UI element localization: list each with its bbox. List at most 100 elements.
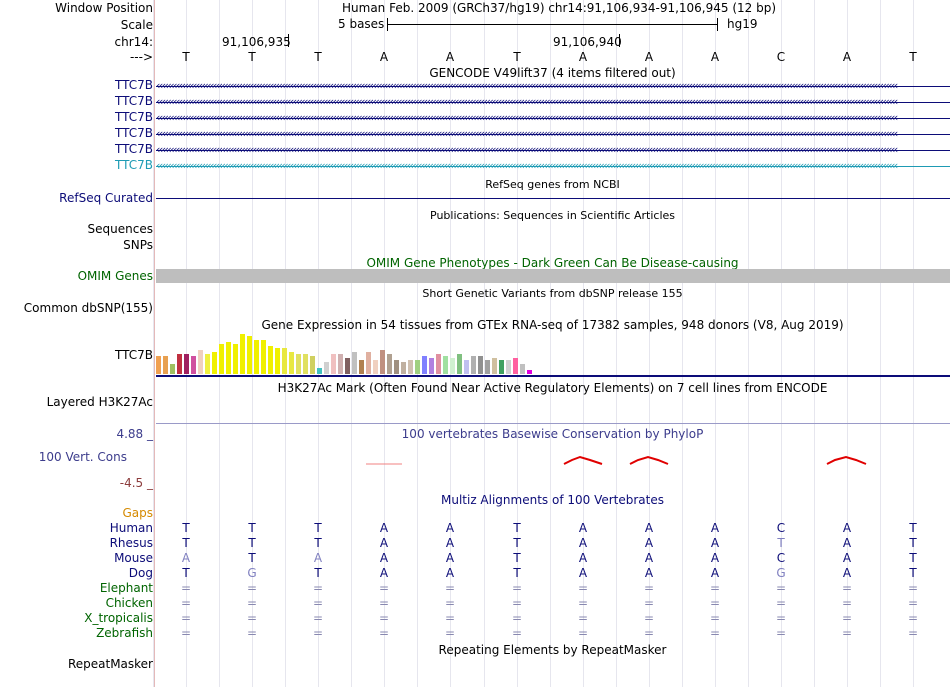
gtex-tissue-bar[interactable]: [219, 344, 224, 374]
gtex-tissue-bar[interactable]: [324, 362, 329, 374]
multiz-species-label[interactable]: Elephant: [99, 581, 153, 595]
h3k27ac-track-label[interactable]: Layered H3K27Ac: [46, 395, 153, 409]
multiz-species-label[interactable]: Dog: [128, 566, 153, 580]
gtex-tissue-bar[interactable]: [163, 356, 168, 374]
gencode-gene-model[interactable]: ‹‹‹‹‹‹‹‹‹‹‹‹‹‹‹‹‹‹‹‹‹‹‹‹‹‹‹‹‹‹‹‹‹‹‹‹‹‹‹‹…: [156, 129, 950, 140]
gtex-tissue-bar[interactable]: [513, 358, 518, 374]
refseq-gene-line[interactable]: [156, 198, 950, 199]
gtex-tissue-bar[interactable]: [492, 358, 497, 374]
conservation-track-label[interactable]: 100 Vert. Cons: [38, 450, 127, 464]
gtex-tissue-bar[interactable]: [177, 354, 182, 374]
omim-track-title[interactable]: OMIM Gene Phenotypes - Dark Green Can Be…: [366, 256, 739, 270]
gtex-tissue-bar[interactable]: [345, 358, 350, 374]
gtex-tissue-bar[interactable]: [506, 360, 511, 374]
gtex-tissue-bar[interactable]: [226, 342, 231, 374]
gtex-tissue-bar[interactable]: [485, 360, 490, 374]
conservation-track-title[interactable]: 100 vertebrates Basewise Conservation by…: [401, 427, 704, 441]
gencode-gene-label[interactable]: TTC7B: [115, 78, 153, 92]
gtex-tissue-bar[interactable]: [457, 354, 462, 374]
gtex-tissue-bar[interactable]: [282, 348, 287, 374]
multiz-species-label[interactable]: Human: [109, 521, 153, 535]
gtex-tissue-bar[interactable]: [394, 360, 399, 374]
gtex-tissue-bar[interactable]: [156, 356, 161, 374]
gencode-gene-label[interactable]: TTC7B: [115, 142, 153, 156]
gtex-tissue-bar[interactable]: [520, 364, 525, 374]
gtex-tissue-bar[interactable]: [254, 340, 259, 374]
omim-track-label[interactable]: OMIM Genes: [77, 269, 153, 283]
gtex-tissue-bar[interactable]: [331, 354, 336, 374]
gtex-tissue-bar[interactable]: [527, 370, 532, 374]
dbsnp-track-label[interactable]: Common dbSNP(155): [23, 301, 153, 315]
gtex-expression-bars[interactable]: [156, 332, 536, 374]
gtex-tissue-bar[interactable]: [205, 354, 210, 374]
omim-gene-bar[interactable]: [156, 269, 950, 283]
multiz-species-label[interactable]: Rhesus: [109, 536, 153, 550]
gtex-tissue-bar[interactable]: [338, 354, 343, 374]
multiz-species-label[interactable]: Chicken: [105, 596, 153, 610]
multiz-track-title[interactable]: Multiz Alignments of 100 Vertebrates: [440, 493, 665, 507]
gtex-tissue-bar[interactable]: [408, 360, 413, 374]
gtex-gene-line[interactable]: [156, 375, 950, 377]
snps-track-label[interactable]: SNPs: [123, 238, 153, 252]
refseq-track-title[interactable]: RefSeq genes from NCBI: [485, 178, 620, 191]
gtex-tissue-bar[interactable]: [471, 356, 476, 374]
gtex-tissue-bar[interactable]: [422, 356, 427, 374]
gtex-tissue-bar[interactable]: [429, 358, 434, 374]
gtex-tissue-bar[interactable]: [450, 358, 455, 374]
gtex-tissue-bar[interactable]: [240, 334, 245, 374]
gtex-tissue-bar[interactable]: [443, 356, 448, 374]
multiz-species-label[interactable]: Zebrafish: [96, 626, 153, 640]
gtex-tissue-bar[interactable]: [170, 364, 175, 374]
gtex-tissue-bar[interactable]: [380, 350, 385, 374]
gtex-tissue-bar[interactable]: [366, 352, 371, 374]
gtex-tissue-bar[interactable]: [310, 356, 315, 374]
multiz-species-label[interactable]: X_tropicalis: [84, 611, 153, 625]
gtex-tissue-bar[interactable]: [415, 360, 420, 374]
gtex-tissue-bar[interactable]: [464, 360, 469, 374]
gtex-tissue-bar[interactable]: [184, 354, 189, 374]
dbsnp-track-title[interactable]: Short Genetic Variants from dbSNP releas…: [422, 287, 683, 300]
assembly-position-text[interactable]: Human Feb. 2009 (GRCh37/hg19) chr14:91,1…: [342, 1, 777, 15]
gtex-track-title[interactable]: Gene Expression in 54 tissues from GTEx …: [261, 318, 844, 332]
gencode-gene-label[interactable]: TTC7B: [115, 110, 153, 124]
gencode-gene-model[interactable]: ‹‹‹‹‹‹‹‹‹‹‹‹‹‹‹‹‹‹‹‹‹‹‹‹‹‹‹‹‹‹‹‹‹‹‹‹‹‹‹‹…: [156, 81, 950, 92]
gtex-tissue-bar[interactable]: [401, 362, 406, 374]
gtex-tissue-bar[interactable]: [387, 354, 392, 374]
gtex-tissue-bar[interactable]: [303, 354, 308, 374]
h3k27ac-track-title[interactable]: H3K27Ac Mark (Often Found Near Active Re…: [277, 381, 828, 395]
publications-track-title[interactable]: Publications: Sequences in Scientific Ar…: [430, 209, 675, 222]
gencode-gene-model[interactable]: ‹‹‹‹‹‹‹‹‹‹‹‹‹‹‹‹‹‹‹‹‹‹‹‹‹‹‹‹‹‹‹‹‹‹‹‹‹‹‹‹…: [156, 97, 950, 108]
gtex-tissue-bar[interactable]: [233, 344, 238, 374]
gtex-tissue-bar[interactable]: [296, 354, 301, 374]
gtex-track-label[interactable]: TTC7B: [115, 348, 153, 362]
gtex-tissue-bar[interactable]: [268, 346, 273, 374]
gtex-tissue-bar[interactable]: [275, 348, 280, 374]
gencode-gene-label[interactable]: TTC7B: [115, 126, 153, 140]
gencode-gene-model[interactable]: ‹‹‹‹‹‹‹‹‹‹‹‹‹‹‹‹‹‹‹‹‹‹‹‹‹‹‹‹‹‹‹‹‹‹‹‹‹‹‹‹…: [156, 113, 950, 124]
gtex-tissue-bar[interactable]: [436, 354, 441, 374]
gtex-tissue-bar[interactable]: [359, 360, 364, 374]
publications-track-label[interactable]: Sequences: [87, 222, 153, 236]
gencode-track-title[interactable]: GENCODE V49lift37 (4 items filtered out): [429, 66, 676, 80]
gencode-gene-label[interactable]: TTC7B: [115, 158, 153, 172]
repeatmasker-track-label[interactable]: RepeatMasker: [67, 657, 153, 671]
gtex-tissue-bar[interactable]: [499, 360, 504, 374]
repeatmasker-track-title[interactable]: Repeating Elements by RepeatMasker: [438, 643, 667, 657]
gtex-tissue-bar[interactable]: [212, 352, 217, 374]
gtex-tissue-bar[interactable]: [373, 360, 378, 374]
multiz-species-label[interactable]: Mouse: [114, 551, 153, 565]
gtex-tissue-bar[interactable]: [261, 340, 266, 374]
refseq-track-label[interactable]: RefSeq Curated: [59, 191, 153, 205]
gencode-gene-label[interactable]: TTC7B: [115, 94, 153, 108]
grid-line: [649, 0, 650, 687]
gtex-tissue-bar[interactable]: [478, 356, 483, 374]
gtex-tissue-bar[interactable]: [198, 350, 203, 374]
gencode-gene-model[interactable]: ‹‹‹‹‹‹‹‹‹‹‹‹‹‹‹‹‹‹‹‹‹‹‹‹‹‹‹‹‹‹‹‹‹‹‹‹‹‹‹‹…: [156, 145, 950, 156]
gtex-tissue-bar[interactable]: [352, 352, 357, 374]
gtex-tissue-bar[interactable]: [289, 352, 294, 374]
gtex-tissue-bar[interactable]: [247, 336, 252, 374]
gtex-tissue-bar[interactable]: [317, 368, 322, 374]
gencode-gene-model[interactable]: ‹‹‹‹‹‹‹‹‹‹‹‹‹‹‹‹‹‹‹‹‹‹‹‹‹‹‹‹‹‹‹‹‹‹‹‹‹‹‹‹…: [156, 161, 950, 172]
gtex-tissue-bar[interactable]: [191, 356, 196, 374]
